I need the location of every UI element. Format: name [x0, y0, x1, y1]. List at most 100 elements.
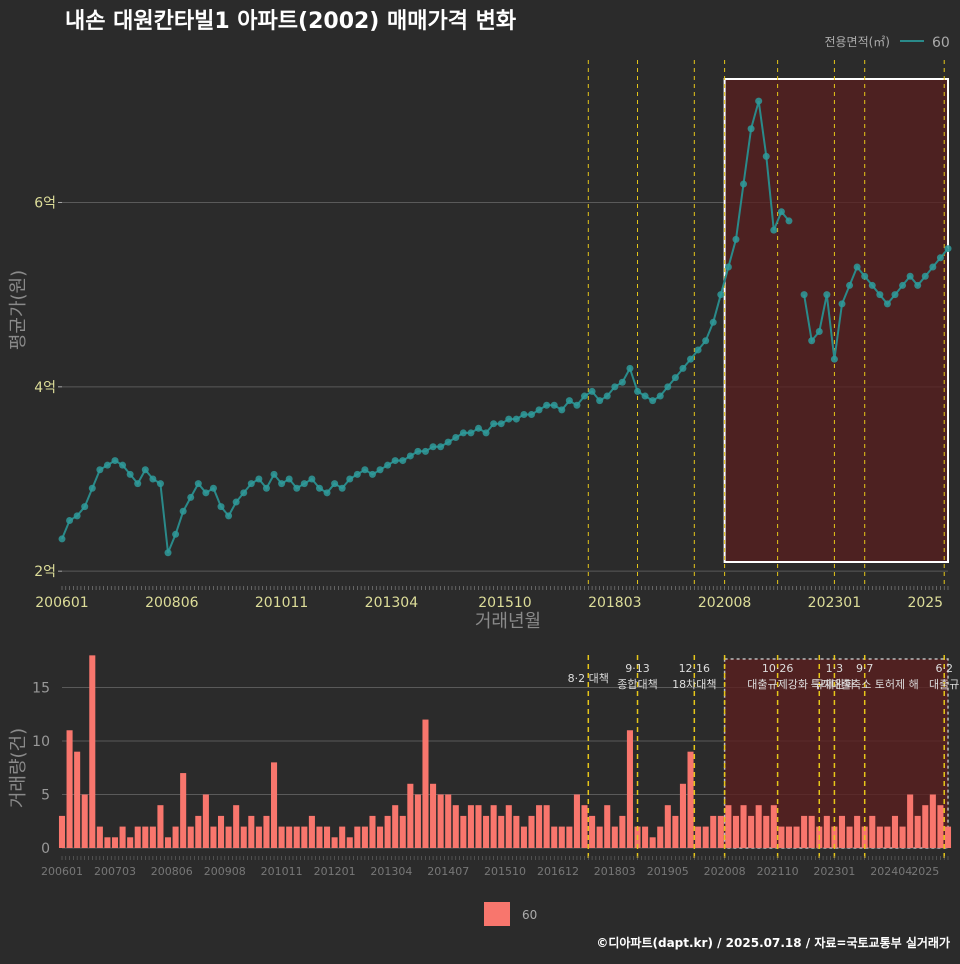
price-point	[353, 470, 361, 478]
price-point	[505, 415, 513, 423]
volume-bar	[324, 826, 331, 848]
volume-bar	[354, 826, 361, 848]
volume-bar	[369, 815, 376, 848]
price-point	[255, 475, 263, 483]
price-point	[482, 429, 490, 437]
volume-bar	[240, 826, 247, 848]
volume-bar	[346, 837, 353, 848]
volume-bar	[187, 826, 194, 848]
price-point	[550, 401, 558, 409]
price-point	[921, 272, 929, 280]
volume-bar	[755, 805, 762, 848]
volume-annotation-text: 특례대출축소 토허제 해	[811, 677, 919, 691]
price-point	[573, 401, 581, 409]
price-point	[899, 281, 907, 289]
volume-annotation-text: 규제완화	[814, 678, 854, 691]
volume-bar	[687, 751, 694, 848]
volume-bar	[672, 815, 679, 848]
price-point	[830, 355, 838, 363]
volume-bar	[263, 815, 270, 848]
volume-bar	[732, 815, 739, 848]
price-point	[179, 507, 187, 515]
volume-bar	[604, 805, 611, 848]
volume-bar	[149, 826, 156, 848]
price-point	[361, 466, 369, 474]
price-point	[808, 337, 816, 345]
price-point	[315, 484, 323, 492]
volume-bar	[808, 815, 815, 848]
volume-x-tick-label: 201407	[427, 865, 469, 878]
price-point	[444, 438, 452, 446]
volume-bar	[430, 783, 437, 848]
price-point	[384, 461, 392, 469]
price-point	[823, 291, 831, 299]
volume-bar	[596, 826, 603, 848]
price-point	[285, 475, 293, 483]
volume-bar	[793, 826, 800, 848]
price-point	[603, 392, 611, 400]
price-point	[209, 484, 217, 492]
volume-bar	[763, 815, 770, 848]
volume-bar	[899, 826, 906, 848]
volume-bar	[460, 815, 467, 848]
volume-bar	[81, 794, 88, 848]
price-point	[406, 452, 414, 460]
price-point	[323, 489, 331, 497]
price-point	[58, 535, 66, 543]
volume-bar	[202, 794, 209, 848]
volume-bar	[248, 815, 255, 848]
price-point	[490, 420, 498, 428]
volume-bar	[104, 837, 111, 848]
volume-bar	[505, 805, 512, 848]
volume-bar	[233, 805, 240, 848]
price-point	[634, 387, 642, 395]
volume-bar	[922, 805, 929, 848]
volume-bar	[854, 815, 861, 848]
price-point	[81, 503, 89, 511]
volume-bar	[271, 762, 278, 848]
source-footer: ©디아파트(dapt.kr) / 2025.07.18 / 자료=국토교통부 실…	[596, 935, 950, 950]
volume-bar	[748, 815, 755, 848]
price-y-tick-label: 6억	[34, 195, 56, 211]
volume-bar	[119, 826, 126, 848]
price-y-tick-label: 2억	[34, 564, 56, 580]
volume-bar	[558, 826, 565, 848]
price-point	[565, 397, 573, 405]
volume-bar	[217, 815, 225, 848]
volume-x-tick-label: 201510	[484, 865, 526, 878]
volume-x-tick-label: 2025	[911, 865, 939, 878]
volume-bar	[89, 655, 96, 848]
price-point	[497, 420, 505, 428]
price-point	[588, 387, 596, 395]
volume-bar	[520, 826, 527, 848]
volume-bar	[891, 815, 899, 848]
volume-bar	[142, 826, 149, 848]
price-point	[762, 152, 770, 160]
volume-bar	[255, 826, 262, 848]
volume-bar	[770, 805, 777, 848]
volume-bar	[293, 826, 300, 848]
volume-bar	[422, 719, 429, 848]
volume-x-tick-label: 201201	[314, 865, 356, 878]
price-point	[891, 291, 899, 299]
price-point	[611, 383, 619, 391]
price-point	[800, 291, 808, 299]
volume-x-tick-label: 201803	[594, 865, 636, 878]
price-point	[876, 291, 884, 299]
volume-bar	[778, 826, 785, 848]
volume-bar	[573, 794, 580, 848]
volume-annotation-text: 대출규	[929, 678, 959, 691]
volume-bar	[536, 805, 543, 848]
price-point	[944, 245, 952, 253]
price-point	[437, 443, 445, 451]
volume-bar	[725, 805, 732, 848]
price-point	[740, 180, 748, 188]
price-point	[187, 493, 195, 501]
price-point	[853, 263, 861, 271]
price-y-axis-title: 평균가(원)	[8, 270, 29, 350]
price-point	[838, 300, 846, 308]
volume-bar	[392, 805, 399, 848]
price-point	[300, 480, 308, 488]
volume-bar	[611, 826, 618, 848]
volume-bar	[58, 815, 66, 848]
